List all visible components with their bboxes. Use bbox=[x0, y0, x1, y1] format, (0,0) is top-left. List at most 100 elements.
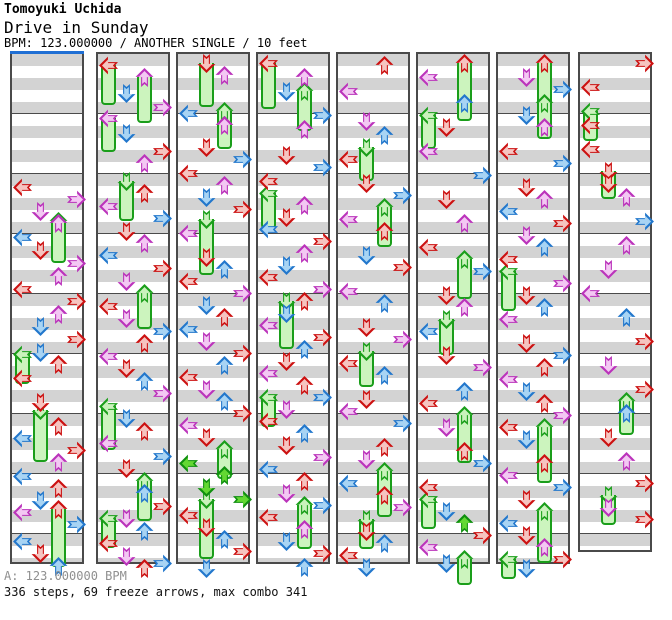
step-arrow bbox=[419, 322, 438, 341]
step-arrow bbox=[339, 546, 358, 565]
step-arrow bbox=[259, 364, 278, 383]
chart-column-2 bbox=[96, 52, 172, 578]
step-arrow bbox=[357, 318, 376, 337]
step-arrow bbox=[455, 214, 474, 233]
step-arrow bbox=[517, 286, 536, 305]
step-arrow bbox=[179, 368, 198, 387]
step-arrow bbox=[153, 142, 172, 161]
step-arrow bbox=[197, 428, 216, 447]
step-arrow bbox=[259, 268, 278, 287]
step-arrow bbox=[13, 467, 32, 486]
step-arrow bbox=[499, 202, 518, 221]
step-arrow bbox=[153, 554, 172, 573]
step-arrow bbox=[295, 376, 314, 395]
step-arrow bbox=[437, 502, 456, 521]
step-arrow bbox=[179, 224, 198, 243]
freeze-arrow-tail bbox=[457, 63, 472, 121]
step-arrow bbox=[473, 454, 492, 473]
song-title: Drive in Sunday bbox=[4, 18, 149, 37]
step-arrow bbox=[215, 392, 234, 411]
step-arrow bbox=[31, 317, 50, 336]
step-arrow bbox=[259, 316, 278, 335]
step-arrow bbox=[67, 254, 86, 273]
step-arrow bbox=[277, 82, 296, 101]
step-arrow bbox=[153, 259, 172, 278]
step-arrow bbox=[313, 106, 332, 125]
freeze-arrow-tail bbox=[457, 415, 472, 463]
step-arrow bbox=[553, 406, 572, 425]
step-arrow bbox=[473, 262, 492, 281]
step-arrow bbox=[49, 267, 68, 286]
step-arrow bbox=[617, 452, 636, 471]
chart-column-4 bbox=[256, 52, 332, 577]
step-arrow bbox=[49, 417, 68, 436]
step-arrow bbox=[617, 236, 636, 255]
step-arrow bbox=[357, 450, 376, 469]
step-arrow bbox=[67, 515, 86, 534]
step-arrow bbox=[215, 530, 234, 549]
step-arrow bbox=[135, 559, 154, 578]
step-arrow bbox=[499, 310, 518, 329]
step-arrow bbox=[135, 422, 154, 441]
step-arrow bbox=[13, 280, 32, 299]
step-arrow bbox=[535, 190, 554, 209]
step-arrow bbox=[13, 532, 32, 551]
step-arrow bbox=[233, 542, 252, 561]
step-arrow bbox=[357, 112, 376, 131]
step-arrow bbox=[153, 384, 172, 403]
step-arrow bbox=[499, 370, 518, 389]
step-arrow bbox=[295, 558, 314, 577]
step-arrow bbox=[179, 164, 198, 183]
step-arrow bbox=[499, 418, 518, 437]
step-arrow bbox=[357, 558, 376, 577]
step-arrow bbox=[295, 244, 314, 263]
step-arrow bbox=[393, 330, 412, 349]
step-arrow bbox=[517, 382, 536, 401]
step-arrow bbox=[313, 544, 332, 563]
step-arrow bbox=[135, 154, 154, 173]
step-arrow bbox=[31, 343, 50, 362]
chart-column-7 bbox=[496, 52, 572, 579]
step-arrow bbox=[117, 459, 136, 478]
freeze-arrow-tail bbox=[359, 351, 374, 387]
step-arrow bbox=[31, 491, 50, 510]
chart-column-1 bbox=[10, 51, 86, 576]
step-arrow bbox=[67, 330, 86, 349]
step-arrow bbox=[277, 532, 296, 551]
freeze-arrow-tail bbox=[137, 77, 152, 123]
step-arrow bbox=[233, 150, 252, 169]
step-arrow bbox=[117, 409, 136, 428]
step-arrow bbox=[295, 196, 314, 215]
step-arrow bbox=[49, 479, 68, 498]
step-arrow bbox=[419, 394, 438, 413]
footer-bpm-line: A: 123.000000 BPM bbox=[4, 569, 127, 583]
step-arrow bbox=[313, 232, 332, 251]
step-arrow bbox=[375, 438, 394, 457]
step-arrow bbox=[357, 246, 376, 265]
step-arrow bbox=[153, 209, 172, 228]
step-arrow bbox=[635, 54, 654, 73]
step-arrow bbox=[49, 453, 68, 472]
step-arrow bbox=[135, 522, 154, 541]
step-arrow bbox=[339, 354, 358, 373]
step-arrow bbox=[517, 68, 536, 87]
step-arrow bbox=[339, 402, 358, 421]
step-arrow bbox=[277, 484, 296, 503]
step-arrow bbox=[553, 154, 572, 173]
step-arrow bbox=[517, 226, 536, 245]
step-arrow bbox=[635, 474, 654, 493]
step-arrow bbox=[313, 328, 332, 347]
step-arrow bbox=[179, 416, 198, 435]
step-arrow bbox=[473, 526, 492, 545]
step-arrow bbox=[99, 246, 118, 265]
freeze-arrow-tail bbox=[279, 301, 294, 349]
freeze-arrow-tail bbox=[421, 499, 436, 529]
step-arrow bbox=[581, 78, 600, 97]
step-arrow bbox=[553, 80, 572, 99]
section-a-marker-line bbox=[10, 51, 84, 54]
step-arrow bbox=[179, 454, 198, 473]
step-arrow bbox=[99, 197, 118, 216]
chart-column-8 bbox=[578, 52, 652, 552]
step-arrow bbox=[599, 260, 618, 279]
step-arrow bbox=[419, 478, 438, 497]
